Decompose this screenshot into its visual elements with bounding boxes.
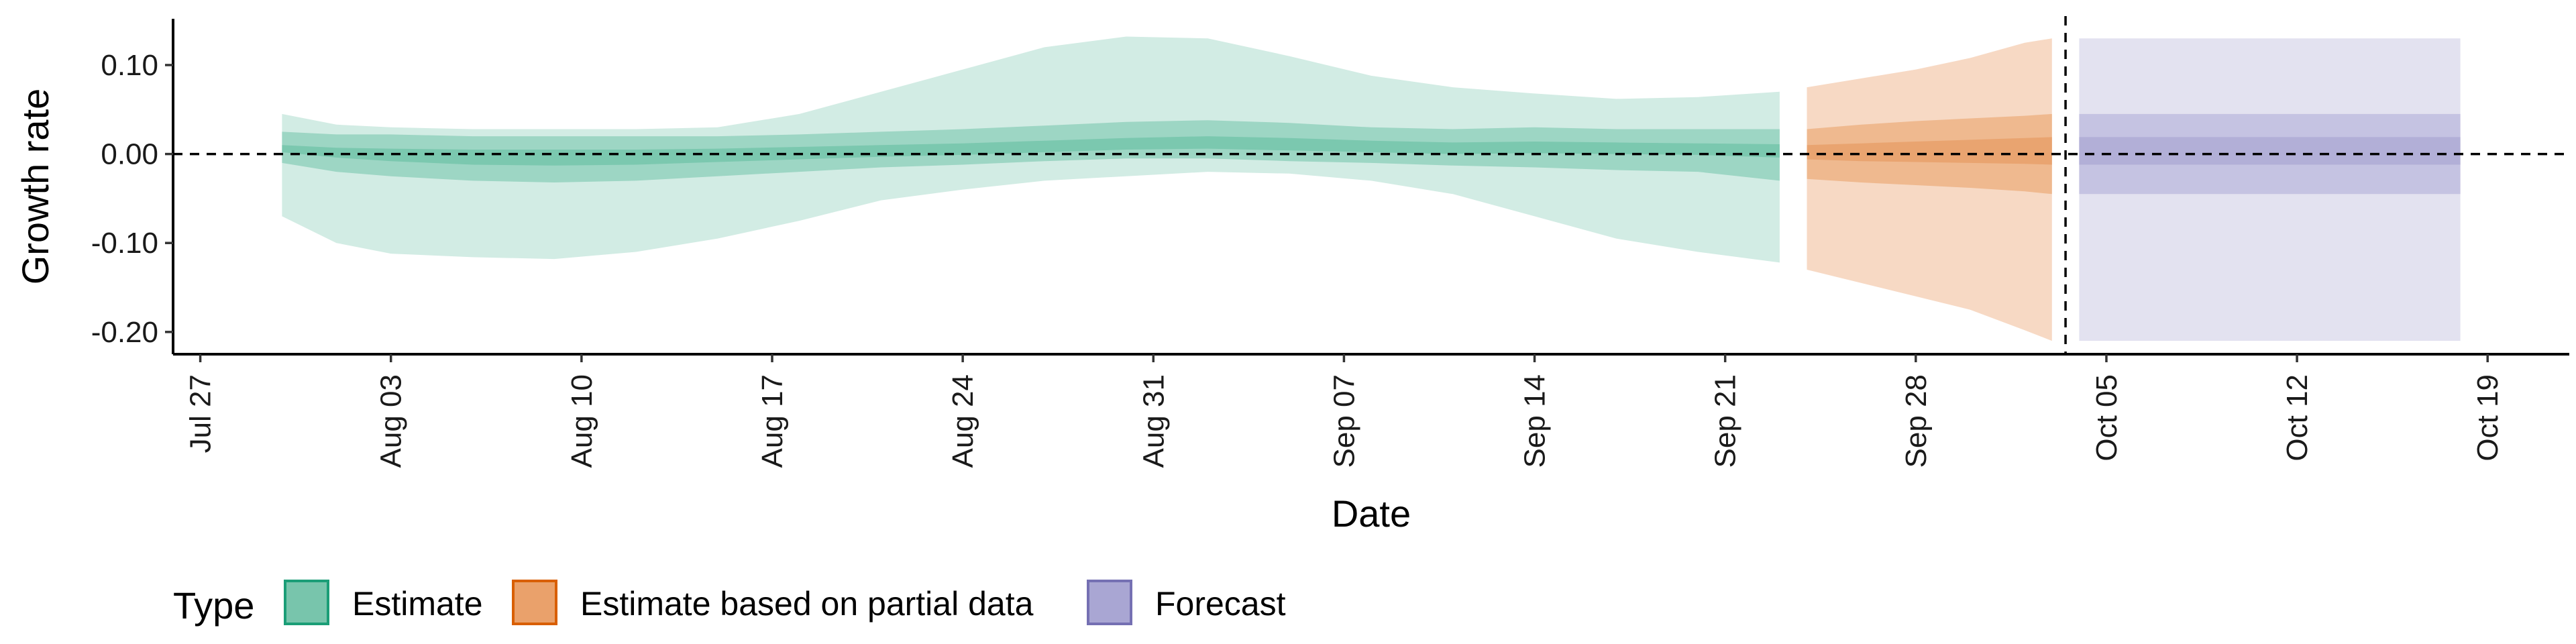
x-ticks: Jul 27 Aug 03 Aug 10 Aug 17 Aug 24 Aug 31 Sep … bbox=[184, 354, 2504, 468]
y-axis-title: Growth rate bbox=[14, 89, 56, 285]
axes bbox=[172, 19, 2569, 356]
reference-lines bbox=[173, 16, 2569, 354]
legend-key-estimate-based-on-partial-data bbox=[512, 580, 557, 625]
y-tick-label: 0.00 bbox=[101, 138, 158, 171]
x-tick-label: Jul 27 bbox=[184, 374, 217, 453]
band-core-estimate-based-on-partial-data bbox=[1807, 137, 2052, 165]
x-tick-label: Aug 03 bbox=[375, 374, 408, 468]
x-tick-label: Sep 14 bbox=[1519, 374, 1552, 468]
legend-label: Forecast bbox=[1155, 585, 1286, 623]
y-ticks: 0.10 0.00 -0.10 -0.20 bbox=[91, 49, 173, 349]
legend-title: Type bbox=[173, 584, 254, 627]
band-core-estimate bbox=[282, 136, 1780, 166]
band-outer-estimate-based-on-partial-data bbox=[1807, 38, 2052, 341]
x-tick-label: Oct 19 bbox=[2471, 374, 2504, 462]
x-tick-label: Oct 05 bbox=[2090, 374, 2123, 462]
x-tick-label: Sep 21 bbox=[1709, 374, 1742, 468]
x-tick-label: Sep 28 bbox=[1900, 374, 1933, 468]
x-tick-label: Aug 17 bbox=[756, 374, 789, 468]
legend-label: Estimate bbox=[352, 585, 483, 623]
y-tick-label: -0.20 bbox=[91, 316, 158, 349]
legend-key-estimate bbox=[284, 580, 329, 625]
x-tick-label: Aug 31 bbox=[1137, 374, 1170, 468]
x-tick-label: Oct 12 bbox=[2281, 374, 2314, 462]
legend-label: Estimate based on partial data bbox=[580, 585, 1034, 623]
x-axis-title: Date bbox=[1332, 492, 1411, 535]
legend-key-forecast bbox=[1087, 580, 1132, 625]
x-tick-label: Aug 24 bbox=[947, 374, 979, 468]
y-tick-label: 0.10 bbox=[101, 49, 158, 82]
band-core-forecast bbox=[2079, 137, 2461, 165]
x-tick-label: Sep 07 bbox=[1328, 374, 1360, 468]
x-tick-label: Aug 10 bbox=[566, 374, 598, 468]
y-tick-label: -0.10 bbox=[91, 227, 158, 260]
bands-layer bbox=[282, 36, 2461, 341]
legend: Type Estimate Estimate based on partial d… bbox=[173, 580, 1286, 627]
